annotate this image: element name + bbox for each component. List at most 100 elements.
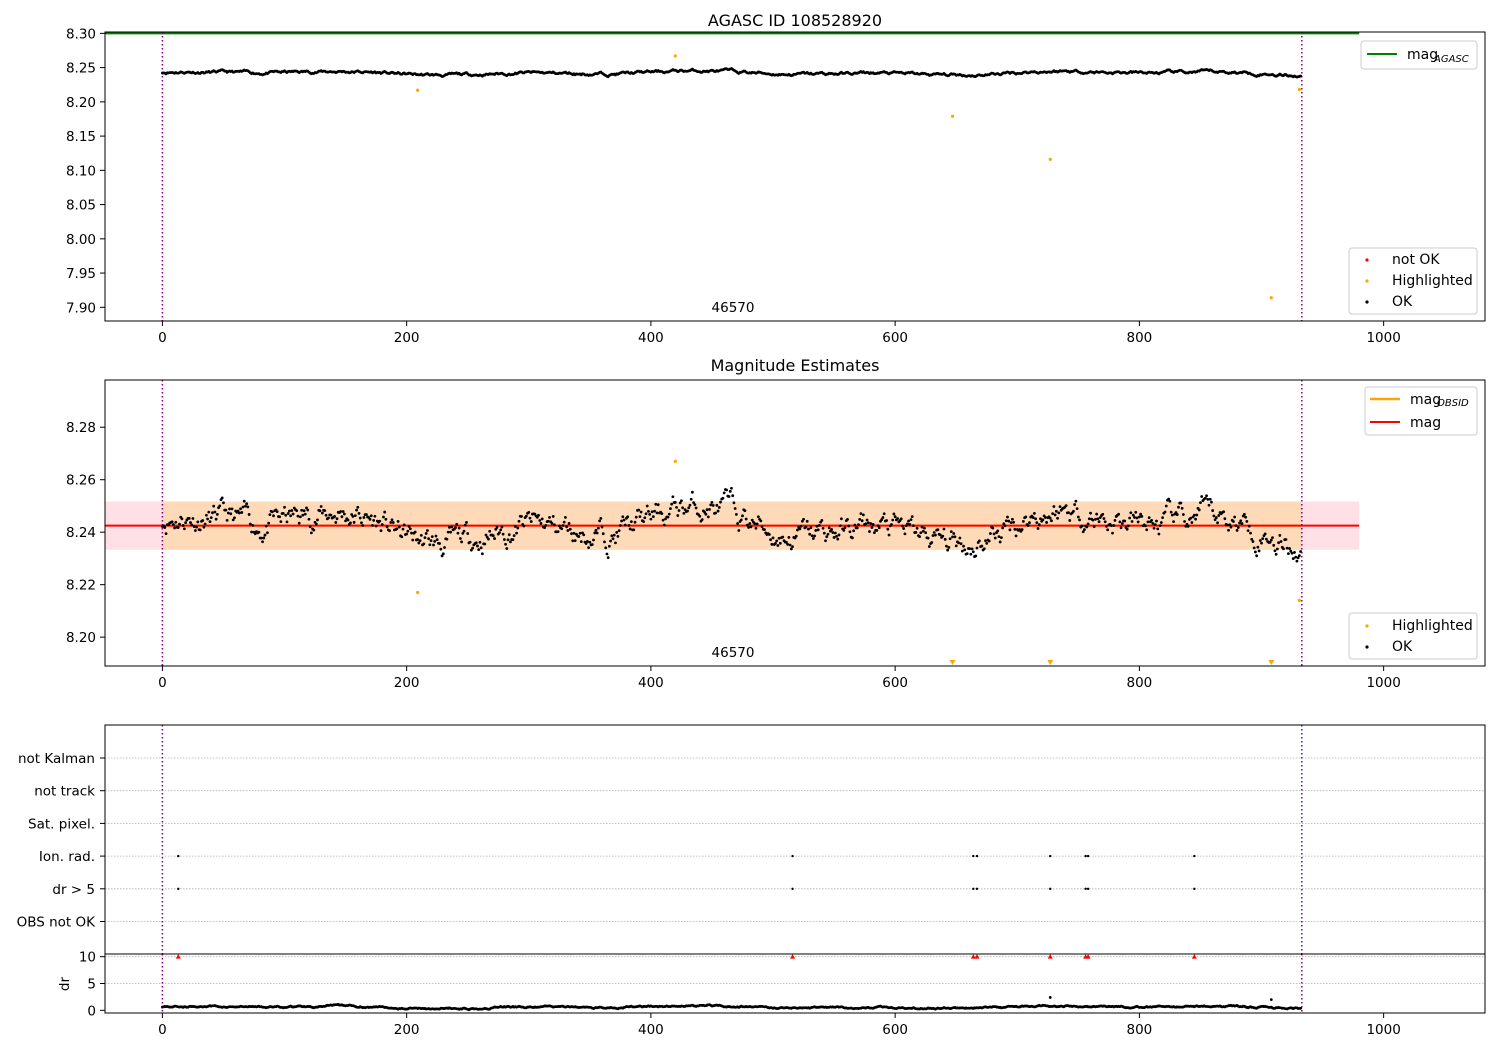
ok-point [1097,520,1101,524]
ok-point [924,531,928,535]
highlighted-point [1297,598,1301,603]
flag-row-label: not Kalman [18,751,95,767]
ok-point [225,518,229,522]
ok-point [872,531,876,535]
ok-point [307,517,311,521]
ok-point [610,534,614,538]
ok-point [818,524,821,527]
ok-point [1041,518,1045,522]
ok-point [339,510,343,513]
ok-point [283,505,286,509]
ok-point [333,515,336,518]
ok-point [226,511,230,515]
y-tick-label: 8.00 [66,232,96,248]
ok-point [621,515,625,519]
ok-point [302,509,306,513]
ok-point [655,511,659,515]
ok-point [474,541,478,545]
ok-point [595,531,599,535]
x-tick-label: 200 [394,330,420,346]
ok-point [1261,537,1265,541]
ok-point [1268,540,1272,544]
ok-point [176,526,180,529]
ok-point [316,518,319,522]
ok-point [267,521,271,525]
ok-point [799,524,803,528]
ok-point [948,537,952,541]
ok-point [424,532,428,535]
flags-panel: not Kalman not track Sat. pixel. Ion. rad. d… [17,724,1486,955]
ok-point [560,527,564,531]
ok-point [796,528,799,532]
ok-point [760,525,764,529]
dr-panel: 0 200 400 600 800 1000 0 5 10 dr [57,950,1486,1038]
ok-point [505,547,509,550]
dr-axis-label: dr [57,976,73,991]
ok-point [517,519,521,523]
ok-point [901,524,904,528]
ok-point [985,541,989,545]
ok-point [212,504,216,508]
ok-point [284,513,288,517]
ok-point [402,523,406,527]
ok-point [1269,538,1273,542]
ok-point [584,542,588,545]
ok-point [734,513,738,516]
ok-point [673,500,677,504]
ok-point [769,538,772,542]
ok-point [309,531,313,535]
ok-point [869,522,873,525]
ok-point [896,517,899,520]
ok-point [1208,497,1212,501]
panel2-title: Magnitude Estimates [711,356,880,375]
ok-point [540,517,544,521]
ok-point [1094,517,1097,521]
ok-point [1245,519,1249,523]
ok-point [953,535,957,539]
ok-point [902,527,906,530]
ok-point [383,510,387,514]
ok-point [544,523,548,527]
ok-point [1159,521,1163,524]
ok-point [833,531,837,535]
panel3-frame [104,724,1486,955]
ok-point [1102,517,1106,520]
ok-point [479,546,483,550]
ok-point [936,528,940,532]
ok-point [539,521,543,525]
ok-point [1263,532,1267,536]
ok-point [876,524,880,528]
ok-point [1157,532,1161,536]
ok-point [262,536,266,540]
ok-point [368,517,372,521]
agasc-panel: AGASC ID 108528920 46570 0 200 400 600 800 10… [66,11,1486,346]
ok-point [588,540,592,544]
ok-point [1056,516,1059,520]
legend-ok-marker [1365,300,1369,304]
dr-high-marker [175,954,181,959]
ok-point [963,548,967,552]
ok-point [548,516,551,519]
ok-point [1256,545,1260,549]
ok-point [827,526,831,530]
ok-point [410,531,413,535]
x-tick-label: 800 [1126,675,1152,691]
ok-point [291,512,295,516]
y-tick-label: 8.30 [66,26,96,42]
ok-point [709,503,713,507]
ok-point [301,513,305,517]
ok-point [1214,516,1218,519]
ok-point [1279,540,1283,543]
legend-mag-label: mag [1410,415,1441,431]
ok-point [843,526,847,530]
ok-point [596,526,600,530]
ok-point [171,523,175,526]
ok-point [868,530,871,533]
ok-point [413,530,417,534]
ok-point [785,540,788,544]
ok-point [826,532,830,536]
ok-point [611,537,615,541]
ok-point [352,520,356,524]
ok-point [1189,516,1193,520]
